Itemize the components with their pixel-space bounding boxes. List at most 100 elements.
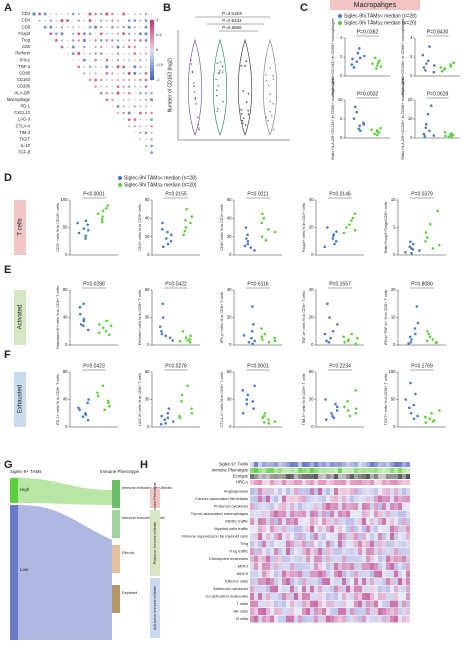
heat-cell	[334, 585, 338, 593]
heat-cell	[334, 555, 338, 563]
y-tick-label: 0	[311, 342, 314, 347]
track-cell	[338, 462, 342, 467]
heat-cell	[382, 563, 386, 570]
heat-cell	[254, 540, 258, 548]
heat-dot	[60, 19, 64, 23]
track-cell	[294, 462, 298, 467]
track-cell	[282, 468, 286, 473]
heat-cell	[298, 578, 302, 585]
heat-cell	[346, 615, 350, 623]
heat-dot	[139, 92, 142, 95]
track-cell	[346, 480, 350, 485]
point	[267, 422, 271, 425]
heat-cell	[282, 563, 286, 570]
heat-dot	[88, 25, 92, 29]
heat-dot	[99, 25, 103, 29]
heat-dot	[55, 19, 58, 22]
heat-cell	[406, 488, 410, 495]
row-label: TIGIT	[19, 137, 30, 142]
heat-cell	[374, 555, 378, 563]
heat-cell	[318, 608, 322, 615]
heat-dot	[77, 52, 81, 56]
heat-dot	[55, 32, 58, 36]
track-cell	[326, 474, 330, 479]
track-cell	[250, 480, 254, 485]
heat-cell	[274, 585, 278, 593]
heat-cell	[330, 548, 334, 555]
track-cell	[262, 462, 266, 467]
heat-cell	[406, 563, 410, 570]
heat-cell	[306, 608, 310, 615]
y-tick-label: 30	[145, 397, 150, 402]
point	[167, 407, 171, 410]
heat-cell	[266, 585, 270, 593]
point	[353, 228, 357, 232]
heat-cell	[386, 578, 390, 585]
heat-cell	[250, 555, 254, 563]
heat-dot	[128, 32, 131, 35]
heat-dot	[94, 78, 98, 82]
p-value: P=0.0422	[165, 281, 187, 287]
heat-cell	[250, 608, 254, 615]
heat-dot	[133, 85, 136, 88]
track-cell	[374, 468, 378, 473]
track-cell	[330, 468, 334, 473]
heat-cell	[366, 518, 370, 525]
heat-cell	[258, 510, 262, 518]
point	[185, 207, 188, 211]
track-cell	[282, 474, 286, 479]
point	[101, 326, 105, 330]
heat-dot	[106, 46, 108, 48]
heat-cell	[382, 540, 386, 548]
heat-dot	[54, 38, 58, 42]
heat-dot	[50, 13, 52, 15]
y-tick-label: 4	[410, 35, 413, 40]
heat-cell	[370, 563, 374, 570]
heat-cell	[342, 495, 346, 503]
point	[424, 415, 427, 419]
row-label: B cells	[236, 616, 248, 621]
colorbar-label: -1	[156, 77, 160, 82]
heat-cell	[274, 525, 278, 533]
heat-dot	[144, 78, 148, 82]
point	[273, 339, 277, 343]
heat-cell	[390, 615, 394, 623]
point	[242, 334, 246, 337]
colorbar	[150, 32, 154, 35]
heat-cell	[310, 608, 314, 615]
heat-cell	[346, 510, 350, 518]
heat-cell	[398, 488, 402, 495]
heat-cell	[382, 600, 386, 608]
track-cell	[378, 462, 382, 467]
point	[421, 53, 425, 57]
heat-cell	[306, 585, 310, 593]
heat-cell	[282, 615, 286, 623]
heat-dot	[122, 65, 126, 69]
heat-cell	[298, 600, 302, 608]
track-cell	[374, 462, 378, 467]
heat-cell	[310, 585, 314, 593]
heat-dot	[89, 46, 91, 48]
heat-cell	[262, 510, 266, 518]
p-value: P=0.8430	[427, 29, 449, 35]
point	[371, 62, 374, 65]
row-label: MHCI	[238, 564, 248, 569]
point	[188, 338, 192, 341]
heat-cell	[270, 518, 274, 525]
heat-cell	[262, 533, 266, 540]
y-tick-label: 10	[408, 116, 413, 121]
row-label: MHCII	[237, 571, 248, 576]
point	[408, 245, 412, 249]
y-label: Ratio CD86+CD206+ in CD68+ macrophages	[401, 18, 405, 95]
track-cell	[270, 468, 274, 473]
point	[328, 316, 331, 319]
heat-cell	[358, 503, 362, 510]
track-cell	[318, 480, 322, 485]
track-cell	[290, 480, 294, 485]
heat-cell	[306, 540, 310, 548]
heat-dot	[127, 85, 131, 88]
heat-cell	[270, 548, 274, 555]
track-cell	[286, 474, 290, 479]
heat-cell	[326, 548, 330, 555]
heat-cell	[258, 488, 262, 495]
